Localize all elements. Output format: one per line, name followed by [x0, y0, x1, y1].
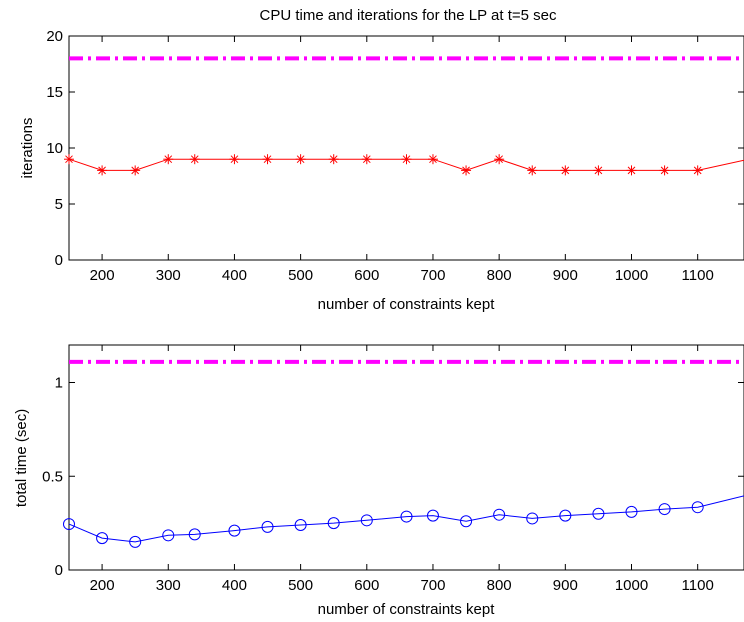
- asterisk-stroke: [362, 155, 371, 164]
- top-data-point: [461, 165, 472, 176]
- bottom-data-point: [592, 507, 605, 520]
- asterisk-stroke: [263, 155, 272, 164]
- top-data-point: [328, 154, 339, 165]
- bottom-x-tick-label: 1000: [615, 577, 648, 594]
- top-data-point: [229, 154, 240, 165]
- bottom-series-0-line: [68, 495, 744, 543]
- top-data-point: [494, 154, 505, 165]
- bottom-x-tick-label: 1100: [682, 577, 714, 594]
- bottom-x-tick-label: 700: [420, 577, 445, 594]
- top-data-point: [427, 154, 438, 165]
- bottom-y-tick-label: 0.5: [42, 468, 63, 485]
- bottom-x-tick-label: 900: [553, 577, 578, 594]
- top-x-tick-label: 500: [288, 267, 313, 284]
- top-y-tick-label: 0: [55, 252, 63, 269]
- top-data-point: [527, 165, 538, 176]
- top-x-tick-label: 200: [90, 267, 115, 284]
- bottom-x-tick-label: 600: [354, 577, 379, 594]
- bottom-data-point: [63, 518, 75, 531]
- asterisk-stroke: [190, 155, 199, 164]
- asterisk-stroke: [561, 166, 570, 175]
- top-y-tick-label: 5: [55, 196, 63, 213]
- top-data-point: [189, 154, 200, 165]
- bottom-data-point: [327, 517, 340, 530]
- bottom-chart: 200 300 400 500 600 700 800 900 1000 1100 0 0.5 1 nu…: [13, 344, 744, 618]
- bottom-data-point: [625, 505, 638, 518]
- bottom-data-point: [493, 508, 506, 521]
- top-data-point: [593, 165, 604, 176]
- top-x-tick-label: 900: [553, 267, 578, 284]
- top-data-point: [295, 154, 306, 165]
- top-x-tick-label: 700: [420, 267, 445, 284]
- top-chart: 200 300 400 500 600 700 800 900 1000 1100 0 5 10 15 20…: [19, 28, 744, 313]
- asterisk-stroke: [164, 155, 173, 164]
- asterisk-stroke: [98, 166, 106, 175]
- top-x-tick-label: 1100: [682, 267, 714, 284]
- asterisk-stroke: [296, 155, 305, 164]
- bottom-data-point: [360, 514, 373, 527]
- top-y-tick-label: 20: [46, 28, 63, 45]
- bottom-x-tick-label: 800: [487, 577, 512, 594]
- asterisk-stroke: [329, 155, 338, 164]
- asterisk-stroke: [594, 166, 603, 175]
- top-x-tick-label: 1000: [615, 267, 648, 284]
- bottom-x-tick-label: 400: [222, 577, 247, 594]
- bottom-x-tick-label: 500: [288, 577, 313, 594]
- bottom-data-point: [261, 520, 274, 533]
- asterisk-stroke: [660, 166, 669, 175]
- top-data-point: [163, 154, 174, 165]
- asterisk-stroke: [429, 155, 437, 164]
- top-x-tick-label: 300: [156, 267, 181, 284]
- top-data-point: [401, 154, 412, 165]
- asterisk-stroke: [131, 166, 140, 175]
- bottom-y-axis-label: total time (sec): [13, 409, 30, 507]
- top-x-tick-label: 800: [487, 267, 512, 284]
- bottom-data-point: [162, 529, 175, 542]
- top-plot-area: [68, 35, 744, 261]
- asterisk-stroke: [528, 166, 537, 175]
- bottom-data-point: [96, 532, 109, 545]
- top-x-axis-label: number of constraints kept: [318, 296, 496, 313]
- bottom-x-axis-label: number of constraints kept: [318, 601, 496, 618]
- bottom-data-point: [559, 509, 572, 522]
- top-data-point: [262, 154, 273, 165]
- top-data-point: [692, 165, 703, 176]
- chart-title: CPU time and iterations for the LP at t=…: [260, 7, 557, 24]
- asterisk-stroke: [495, 155, 504, 164]
- bottom-y-tick-label: 0: [55, 562, 63, 579]
- bottom-data-point: [658, 503, 671, 516]
- asterisk-stroke: [65, 155, 73, 164]
- bottom-data-point: [228, 524, 241, 537]
- bottom-x-tick-label: 300: [156, 577, 181, 594]
- top-data-point: [560, 165, 571, 176]
- asterisk-stroke: [230, 155, 239, 164]
- bottom-data-point: [691, 501, 704, 514]
- bottom-data-point: [460, 515, 473, 528]
- top-y-tick-label: 10: [46, 140, 63, 157]
- top-data-point: [626, 165, 637, 176]
- top-data-point: [130, 165, 141, 176]
- top-data-point: [659, 165, 670, 176]
- bottom-y-tick-label: 1: [55, 375, 63, 392]
- top-data-point: [97, 165, 108, 176]
- bottom-plot-area: [68, 344, 744, 571]
- bottom-data-point: [129, 535, 142, 548]
- top-y-tick-label: 15: [46, 84, 63, 101]
- asterisk-stroke: [627, 166, 636, 175]
- asterisk-stroke: [693, 166, 702, 175]
- bottom-data-point: [426, 509, 439, 522]
- bottom-data-point: [400, 510, 413, 523]
- bottom-data-point: [294, 519, 307, 531]
- top-data-point: [64, 154, 74, 165]
- top-x-tick-label: 600: [354, 267, 379, 284]
- asterisk-stroke: [402, 155, 411, 164]
- bottom-data-point: [188, 528, 201, 541]
- top-data-point: [361, 154, 372, 165]
- top-y-axis-label: iterations: [19, 118, 36, 179]
- bottom-x-tick-label: 200: [90, 577, 115, 594]
- bottom-data-point: [526, 512, 539, 525]
- top-x-tick-label: 400: [222, 267, 247, 284]
- asterisk-stroke: [462, 166, 470, 175]
